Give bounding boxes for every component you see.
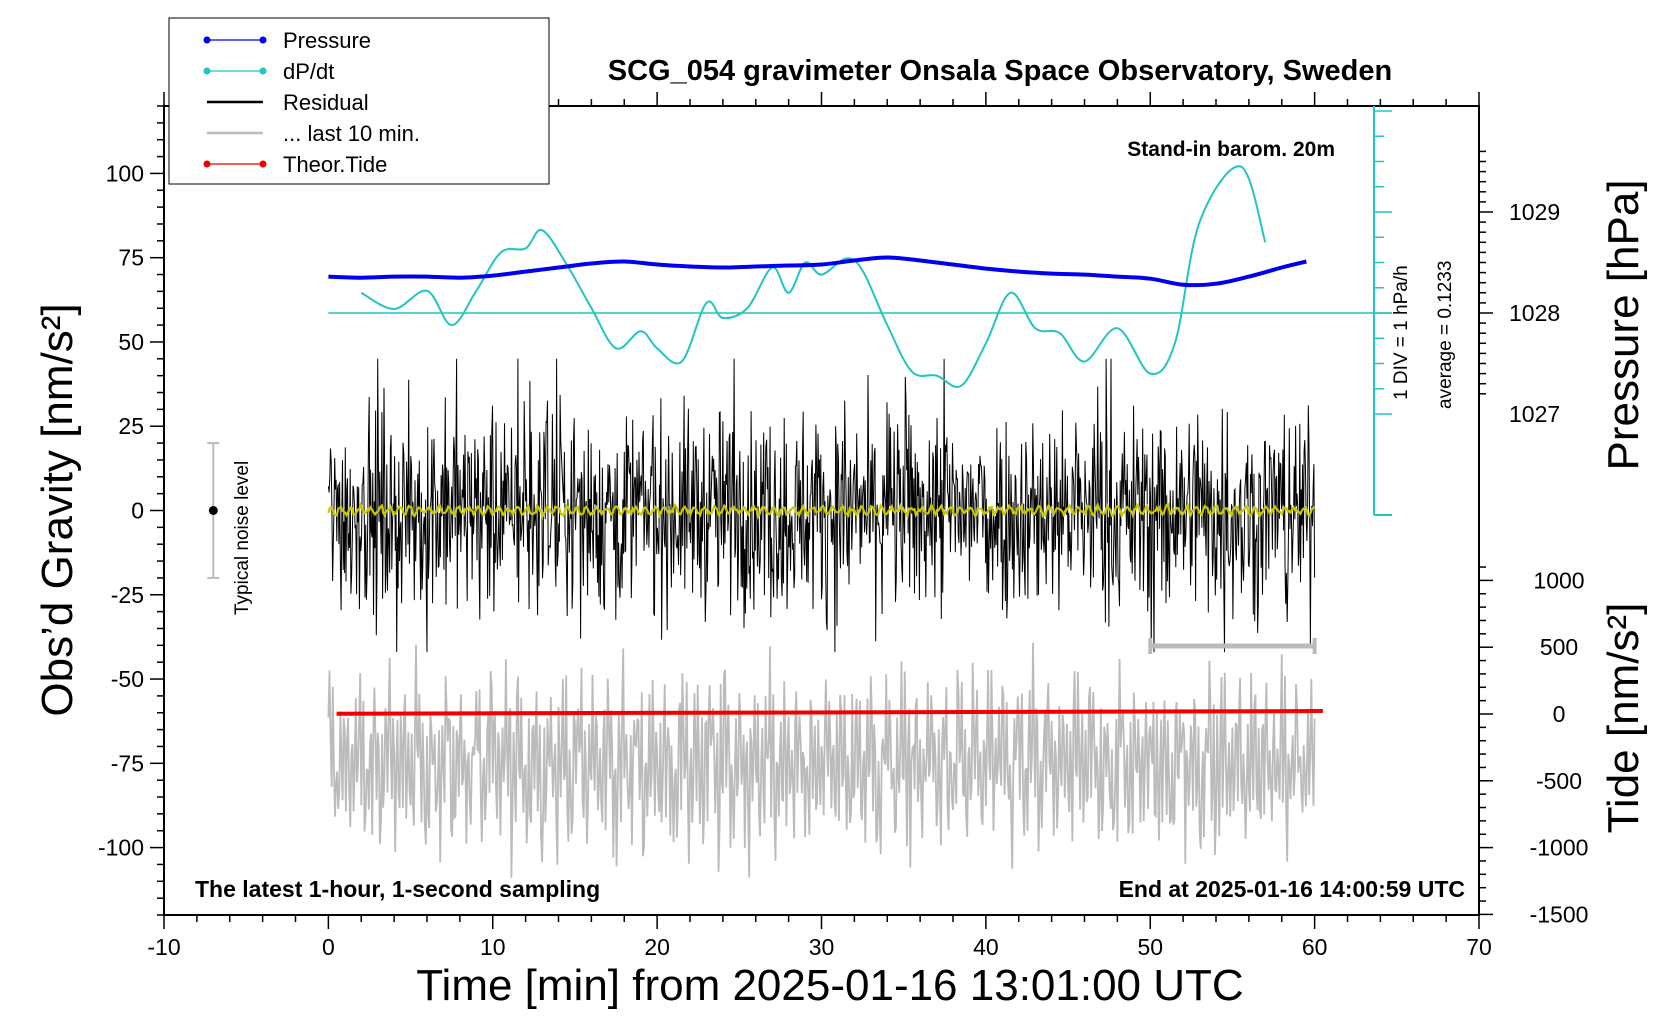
pressure-tick-label: 1027 bbox=[1509, 401, 1560, 427]
x-tick-label: -10 bbox=[147, 934, 180, 960]
pressure-series bbox=[328, 255, 1307, 288]
tide-tick-label: -500 bbox=[1536, 768, 1582, 794]
tide-line bbox=[336, 709, 1323, 716]
legend-marker bbox=[203, 67, 211, 75]
tide-axis-title: Tide [nm/s²] bbox=[1599, 603, 1648, 834]
legend-marker bbox=[203, 160, 211, 168]
legend-label: Theor.Tide bbox=[283, 152, 387, 177]
legend: Pressure dP/dt Residual ... last 10 min. The… bbox=[168, 17, 550, 185]
bottom-left-note: The latest 1-hour, 1-second sampling bbox=[195, 876, 600, 902]
y-tick-label: -25 bbox=[111, 582, 144, 608]
div-note: 1 DIV = 1 hPa/h bbox=[1391, 265, 1412, 400]
legend-marker bbox=[259, 36, 267, 44]
chart-title: SCG_054 gravimeter Onsala Space Observat… bbox=[608, 55, 1392, 87]
pressure-tick-label: 1028 bbox=[1509, 300, 1560, 326]
tide-tick-label: -1500 bbox=[1530, 901, 1589, 927]
annotation-marks bbox=[207, 106, 1392, 654]
last-10-min-series bbox=[327, 642, 1316, 878]
x-tick-label: 20 bbox=[644, 934, 670, 960]
y-tick-label: 25 bbox=[118, 413, 144, 439]
y-axis-title: Obs’d Gravity [nm/s²] bbox=[33, 303, 82, 716]
smoothed-residual-line bbox=[327, 501, 1316, 520]
barom-note: Stand-in barom. 20m bbox=[1127, 138, 1335, 161]
legend-entries: Pressure dP/dt Residual ... last 10 min. The… bbox=[203, 28, 420, 177]
pressure-axis-ticks: 1029 1028 1027 bbox=[1479, 150, 1560, 427]
avg-note: average = 0.1233 bbox=[1435, 261, 1456, 409]
y-tick-label: 50 bbox=[118, 329, 144, 355]
legend-label: Pressure bbox=[283, 28, 371, 53]
y-tick-label: -50 bbox=[111, 666, 144, 692]
y-tick-label: 100 bbox=[106, 160, 144, 186]
pressure-axis-title: Pressure [hPa] bbox=[1599, 179, 1648, 470]
legend-label: Residual bbox=[283, 90, 369, 115]
tide-series bbox=[336, 709, 1323, 716]
y-axis-ticks: 100 75 50 25 0 -25 -50 -75 -100 bbox=[98, 105, 164, 916]
smoothed-residual-series bbox=[327, 501, 1316, 520]
tide-tick-label: 500 bbox=[1540, 634, 1578, 660]
tide-axis-ticks: 1000 500 0 -500 -1000 -1500 bbox=[1479, 566, 1589, 927]
x-tick-label: 40 bbox=[973, 934, 999, 960]
x-tick-label: 0 bbox=[322, 934, 335, 960]
x-tick-label: 50 bbox=[1137, 934, 1163, 960]
tide-tick-label: 0 bbox=[1553, 701, 1566, 727]
pressure-tick-label: 1029 bbox=[1509, 199, 1560, 225]
legend-label: dP/dt bbox=[283, 59, 334, 84]
legend-marker bbox=[259, 67, 267, 75]
residual-line bbox=[327, 358, 1316, 653]
y-tick-label: -100 bbox=[98, 835, 144, 861]
x-axis-title: Time [min] from 2025-01-16 13:01:00 UTC bbox=[416, 961, 1243, 1010]
y-tick-label: 75 bbox=[118, 245, 144, 271]
tide-tick-label: -1000 bbox=[1530, 835, 1589, 861]
noise-label: Typical noise level bbox=[232, 461, 253, 615]
y-tick-label: 0 bbox=[131, 498, 144, 524]
tide-tick-label: 1000 bbox=[1533, 567, 1584, 593]
bottom-right-note: End at 2025-01-16 14:00:59 UTC bbox=[1119, 876, 1465, 902]
x-axis-ticks: -10 0 10 20 30 40 50 60 70 bbox=[147, 92, 1492, 960]
x-tick-label: 70 bbox=[1466, 934, 1492, 960]
legend-marker bbox=[203, 36, 211, 44]
pressure-line bbox=[328, 255, 1307, 288]
x-tick-label: 10 bbox=[480, 934, 506, 960]
residual-series bbox=[327, 358, 1316, 653]
x-tick-label: 30 bbox=[809, 934, 835, 960]
noise-center-dot bbox=[208, 506, 218, 515]
legend-marker bbox=[259, 160, 267, 168]
x-tick-label: 60 bbox=[1302, 934, 1328, 960]
last-10-min-line bbox=[327, 642, 1316, 878]
y-tick-label: -75 bbox=[111, 750, 144, 776]
legend-label: ... last 10 min. bbox=[283, 121, 420, 146]
